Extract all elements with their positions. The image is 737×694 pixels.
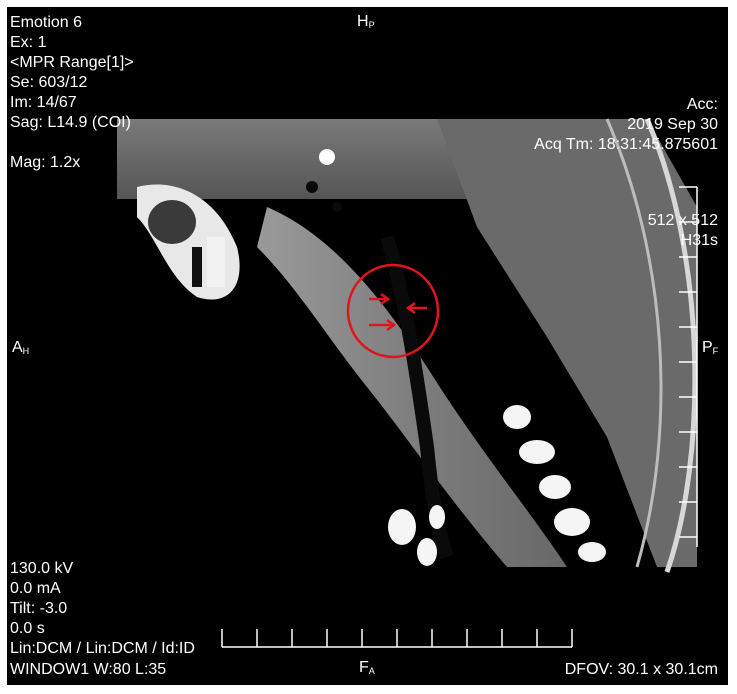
kv: 130.0 kV (10, 560, 74, 577)
orientation-bottom-main: F (359, 659, 369, 676)
skull-base-region (117, 119, 477, 199)
orientation-left: AH (12, 339, 29, 357)
orientation-top-main: H (357, 13, 369, 30)
dfov: DFOV: 30.1 x 30.1cm (564, 661, 718, 678)
cervical-vertebrae (388, 405, 606, 566)
orientation-bottom: FA (359, 659, 375, 677)
orientation-right: PF (702, 339, 718, 357)
scan-time: 0.0 s (10, 620, 45, 637)
device-name: Emotion 6 (10, 14, 83, 31)
spacer (10, 133, 134, 153)
kernel: H31s (680, 232, 718, 249)
lesion-annotation (346, 263, 440, 359)
matrix-size: 512 x 512 (647, 212, 718, 229)
ct-sagittal-image (117, 118, 698, 648)
orientation-right-main: P (702, 339, 713, 356)
magnification: Mag: 1.2x (10, 154, 81, 171)
orientation-left-main: A (12, 339, 23, 356)
slice-position: Sag: L14.9 (COI) (10, 114, 131, 131)
accession: Acc: (686, 96, 718, 113)
overlay-top-right: Acc: 2019 Sep 30 Acq Tm: 18:31:45.875601… (534, 95, 718, 251)
spacer (534, 155, 718, 211)
mpr-range: <MPR Range[1]> (10, 54, 134, 71)
tilt: Tilt: -3.0 (10, 600, 68, 617)
overlay-bottom-left: 130.0 kV 0.0 mA Tilt: -3.0 0.0 s Lin:DCM… (10, 559, 195, 659)
ct-viewer[interactable]: Emotion 6 Ex: 1 <MPR Range[1]> Se: 603/1… (7, 7, 728, 685)
orientation-bottom-sub: A (368, 666, 375, 676)
orientation-top: HP (357, 13, 375, 31)
scale-ruler-bottom (221, 629, 573, 648)
exam-number: Ex: 1 (10, 34, 47, 51)
orientation-left-sub: H (22, 346, 30, 356)
orientation-right-sub: F (712, 346, 719, 356)
lut-info: Lin:DCM / Lin:DCM / Id:ID (10, 640, 195, 657)
annotation-circle (346, 263, 440, 359)
acquisition-time: Acq Tm: 18:31:45.875601 (534, 136, 718, 153)
ma: 0.0 mA (10, 580, 61, 597)
scale-ruler-right (679, 186, 698, 547)
image-number: Im: 14/67 (10, 94, 77, 111)
posterior-tissue (437, 119, 697, 567)
overlay-top-left: Emotion 6 Ex: 1 <MPR Range[1]> Se: 603/1… (10, 13, 134, 173)
series-number: Se: 603/12 (10, 74, 88, 91)
window-level: WINDOW1 W:80 L:35 (10, 661, 167, 678)
orientation-top-sub: P (368, 20, 375, 30)
study-date: 2019 Sep 30 (627, 116, 718, 133)
